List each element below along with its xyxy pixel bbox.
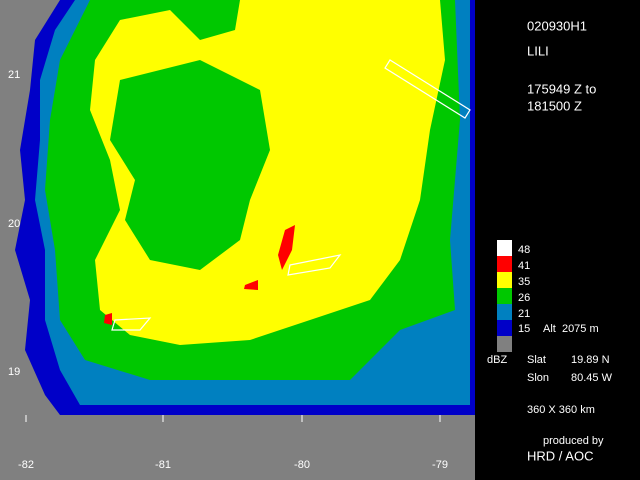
legend-level: 35 (518, 276, 530, 288)
radar-map (0, 0, 475, 480)
lon-label: -82 (18, 459, 34, 471)
lon-title: Slon (527, 372, 549, 384)
lat-title: Slat (527, 354, 546, 366)
level-26-core (110, 60, 270, 270)
legend-swatch (497, 272, 512, 288)
legend-level: 48 (518, 244, 530, 256)
axes (25, 415, 441, 422)
legend-swatch (497, 240, 512, 256)
lon-label: -81 (155, 459, 171, 471)
legend-swatch (497, 320, 512, 336)
legend-swatch (497, 304, 512, 320)
flight-id: 020930H1 (527, 18, 587, 33)
center-lat: 19.89 N (571, 354, 610, 366)
storm-name: LILI (527, 43, 549, 58)
legend-level: 15 (518, 323, 530, 335)
lon-label: -79 (432, 459, 448, 471)
center-lon: 80.45 W (571, 372, 613, 384)
lat-label: 19 (8, 366, 20, 378)
legend-swatch (497, 256, 512, 272)
time-end: 181500 Z (527, 98, 582, 113)
lat-label: 21 (8, 69, 20, 81)
level-48 (111, 59, 471, 331)
legend-unit: dBZ (487, 354, 507, 366)
lon-label: -80 (294, 459, 310, 471)
lat-label: 20 (8, 218, 20, 230)
altitude: Alt 2075 m (543, 323, 599, 335)
legend-level: 26 (518, 292, 530, 304)
time-start: 175949 Z to (527, 81, 596, 96)
legend: 48 41 35 26 21 15 Alt 2075 m dBZ (487, 240, 599, 366)
domain-size: 360 X 360 km (527, 404, 595, 416)
legend-swatch (497, 288, 512, 304)
legend-swatch (497, 336, 512, 352)
legend-level: 41 (518, 260, 530, 272)
credit-org: HRD / AOC (527, 448, 593, 463)
credit-line: produced by (543, 435, 604, 447)
legend-level: 21 (518, 308, 530, 320)
